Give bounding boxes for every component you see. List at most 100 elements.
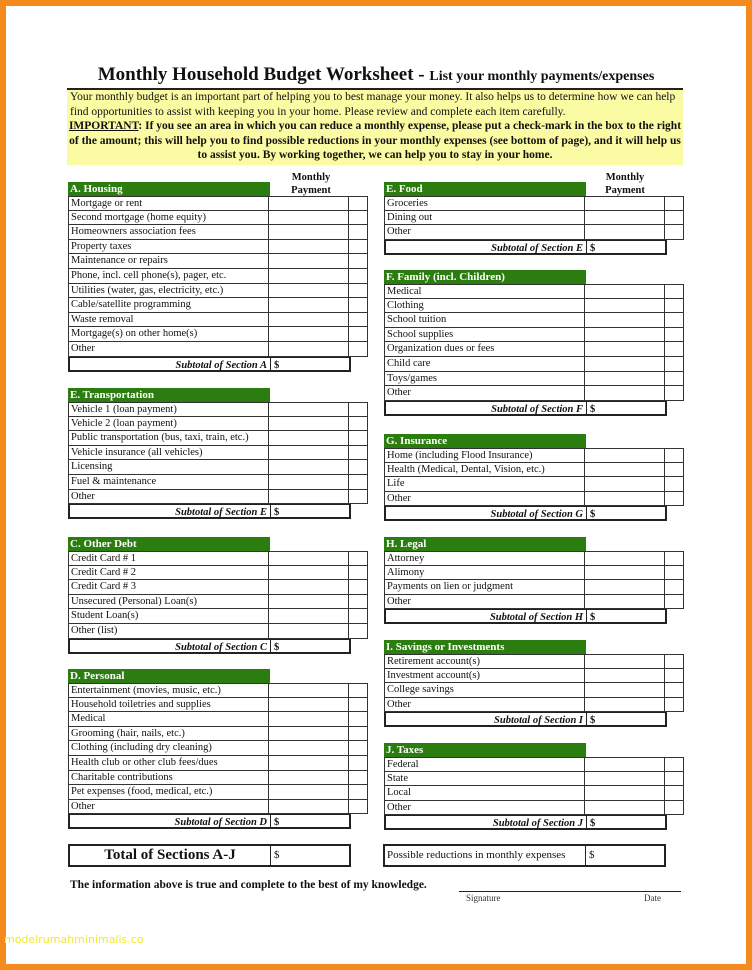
amount-field[interactable] bbox=[269, 594, 349, 610]
amount-field[interactable] bbox=[585, 371, 665, 387]
subtotal-amount-field[interactable]: $ bbox=[590, 715, 596, 727]
amount-field[interactable] bbox=[585, 386, 665, 401]
reduction-checkbox[interactable] bbox=[349, 298, 368, 313]
reduction-checkbox[interactable] bbox=[665, 371, 684, 387]
reduction-checkbox[interactable] bbox=[349, 697, 368, 713]
reduction-checkbox[interactable] bbox=[665, 668, 684, 684]
reduction-checkbox[interactable] bbox=[349, 712, 368, 727]
subtotal-amount-field[interactable]: $ bbox=[590, 818, 596, 830]
amount-field[interactable] bbox=[585, 284, 665, 299]
reduction-checkbox[interactable] bbox=[349, 474, 368, 490]
reduction-checkbox[interactable] bbox=[665, 654, 684, 669]
amount-field[interactable] bbox=[585, 697, 665, 713]
amount-field[interactable] bbox=[585, 594, 665, 610]
reduction-checkbox[interactable] bbox=[349, 225, 368, 240]
reduction-checkbox[interactable] bbox=[665, 594, 684, 610]
subtotal-amount-field[interactable]: $ bbox=[274, 359, 280, 371]
amount-field[interactable] bbox=[585, 786, 665, 801]
reduction-checkbox[interactable] bbox=[349, 726, 368, 742]
amount-field[interactable] bbox=[269, 254, 349, 269]
amount-field[interactable] bbox=[269, 623, 349, 639]
reduction-checkbox[interactable] bbox=[665, 580, 684, 595]
amount-field[interactable] bbox=[585, 668, 665, 684]
amount-field[interactable] bbox=[269, 741, 349, 756]
amount-field[interactable] bbox=[585, 757, 665, 772]
subtotal-amount-field[interactable]: $ bbox=[274, 817, 280, 829]
amount-field[interactable] bbox=[269, 609, 349, 624]
amount-field[interactable] bbox=[269, 445, 349, 461]
reduction-checkbox[interactable] bbox=[665, 477, 684, 492]
reduction-checkbox[interactable] bbox=[665, 284, 684, 299]
reduction-checkbox[interactable] bbox=[349, 341, 368, 357]
reduction-checkbox[interactable] bbox=[665, 757, 684, 772]
reduction-checkbox[interactable] bbox=[665, 771, 684, 787]
amount-field[interactable] bbox=[269, 225, 349, 240]
signature-line[interactable] bbox=[459, 891, 681, 892]
reduction-checkbox[interactable] bbox=[665, 196, 684, 211]
reduction-checkbox[interactable] bbox=[665, 683, 684, 698]
amount-field[interactable] bbox=[269, 268, 349, 284]
amount-field[interactable] bbox=[585, 565, 665, 581]
amount-field[interactable] bbox=[269, 551, 349, 566]
amount-field[interactable] bbox=[585, 210, 665, 226]
amount-field[interactable] bbox=[269, 565, 349, 581]
reduction-checkbox[interactable] bbox=[349, 402, 368, 417]
amount-field[interactable] bbox=[269, 474, 349, 490]
reduction-checkbox[interactable] bbox=[349, 460, 368, 475]
reduction-checkbox[interactable] bbox=[349, 254, 368, 269]
amount-field[interactable] bbox=[585, 683, 665, 698]
reduction-checkbox[interactable] bbox=[349, 565, 368, 581]
reduction-checkbox[interactable] bbox=[349, 445, 368, 461]
amount-field[interactable] bbox=[585, 342, 665, 357]
reduction-checkbox[interactable] bbox=[665, 210, 684, 226]
reduction-checkbox[interactable] bbox=[349, 770, 368, 786]
amount-field[interactable] bbox=[269, 431, 349, 446]
reduction-checkbox[interactable] bbox=[665, 786, 684, 801]
reduction-checkbox[interactable] bbox=[665, 800, 684, 816]
reduction-checkbox[interactable] bbox=[665, 565, 684, 581]
reduction-checkbox[interactable] bbox=[665, 551, 684, 566]
reduction-checkbox[interactable] bbox=[349, 580, 368, 595]
amount-field[interactable] bbox=[585, 298, 665, 314]
amount-field[interactable] bbox=[269, 341, 349, 357]
reduction-checkbox[interactable] bbox=[349, 268, 368, 284]
amount-field[interactable] bbox=[585, 491, 665, 507]
reduction-checkbox[interactable] bbox=[349, 196, 368, 211]
reduction-checkbox[interactable] bbox=[349, 594, 368, 610]
reduction-checkbox[interactable] bbox=[349, 551, 368, 566]
amount-field[interactable] bbox=[585, 654, 665, 669]
total-amount-field[interactable]: $ bbox=[274, 849, 280, 861]
amount-field[interactable] bbox=[585, 462, 665, 478]
reduction-checkbox[interactable] bbox=[349, 210, 368, 226]
amount-field[interactable] bbox=[269, 416, 349, 432]
amount-field[interactable] bbox=[585, 356, 665, 372]
amount-field[interactable] bbox=[269, 210, 349, 226]
amount-field[interactable] bbox=[585, 448, 665, 463]
amount-field[interactable] bbox=[269, 770, 349, 786]
amount-field[interactable] bbox=[269, 402, 349, 417]
subtotal-amount-field[interactable]: $ bbox=[590, 612, 596, 624]
subtotal-amount-field[interactable]: $ bbox=[590, 403, 596, 415]
amount-field[interactable] bbox=[269, 580, 349, 595]
amount-field[interactable] bbox=[585, 313, 665, 328]
reduction-checkbox[interactable] bbox=[349, 327, 368, 342]
subtotal-amount-field[interactable]: $ bbox=[274, 507, 280, 519]
amount-field[interactable] bbox=[585, 551, 665, 566]
amount-field[interactable] bbox=[269, 712, 349, 727]
amount-field[interactable] bbox=[269, 755, 349, 771]
amount-field[interactable] bbox=[269, 799, 349, 815]
reduction-checkbox[interactable] bbox=[665, 313, 684, 328]
reduction-checkbox[interactable] bbox=[349, 755, 368, 771]
amount-field[interactable] bbox=[269, 298, 349, 313]
amount-field[interactable] bbox=[585, 196, 665, 211]
reduction-checkbox[interactable] bbox=[665, 342, 684, 357]
amount-field[interactable] bbox=[269, 726, 349, 742]
subtotal-amount-field[interactable]: $ bbox=[590, 242, 596, 254]
amount-field[interactable] bbox=[585, 477, 665, 492]
reduction-checkbox[interactable] bbox=[349, 741, 368, 756]
amount-field[interactable] bbox=[585, 800, 665, 816]
amount-field[interactable] bbox=[269, 196, 349, 211]
reduction-checkbox[interactable] bbox=[665, 327, 684, 343]
reduction-checkbox[interactable] bbox=[349, 431, 368, 446]
amount-field[interactable] bbox=[585, 580, 665, 595]
